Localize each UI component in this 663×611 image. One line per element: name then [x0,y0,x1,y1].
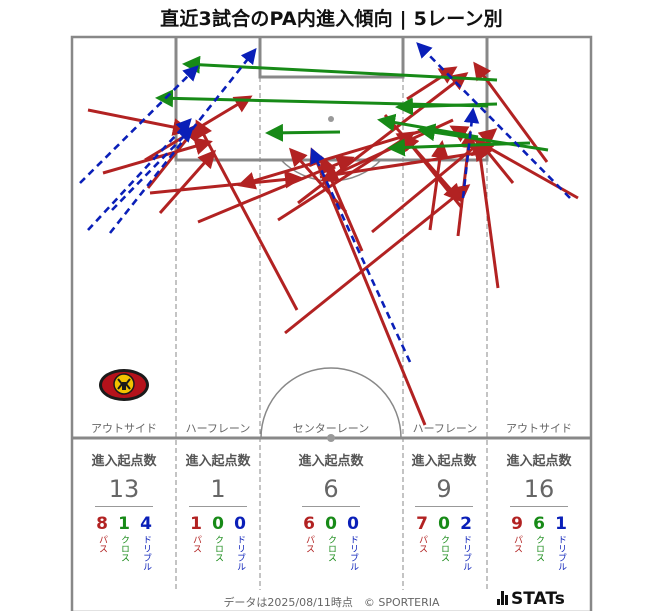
pass-count: 1 [190,514,202,534]
pass-count: 7 [416,514,428,534]
stats-total: 16 [510,475,568,507]
lane-label-center: センターレーン [293,422,369,435]
dribble-arrow [416,42,571,199]
cross-count: 0 [212,514,224,534]
pass-label: パス [512,535,522,553]
stats-logo-icon [497,591,508,605]
lane-stats-halfspace-left: 進入起点数 1 1 パス 0 クロス 0 ドリブル [178,450,258,571]
lane-label-halfspace-left: ハーフレーン [186,422,251,435]
pass-arrow [383,114,462,203]
pass-arrow [149,170,303,195]
dribble-count: 4 [140,514,152,534]
dribble-count: 2 [460,514,472,534]
dribble-label: ドリブル [461,535,471,571]
pass-label: パス [191,535,201,553]
brand-logo: STATs [497,589,565,609]
lane-stats-outside-left: 進入起点数 13 8 パス 1 クロス 4 ドリブル [84,450,164,571]
dribble-label: ドリブル [141,535,151,571]
pass-arrow [87,108,191,136]
dribble-count: 0 [347,514,359,534]
cross-label: クロス [439,535,449,562]
stats-total: 9 [415,475,473,507]
dribble-arrow [310,147,412,363]
pass-arrow [289,147,348,213]
stats-header: 進入起点数 [298,454,364,469]
pass-label: パス [97,535,107,553]
arrow-layer [79,42,579,426]
cross-count: 0 [438,514,450,534]
dribble-arrow [87,118,192,231]
pass-arrow [309,147,427,426]
lane-stats-center: 進入起点数 6 6 パス 0 クロス 0 ドリブル [291,450,371,571]
stats-total: 6 [302,475,360,507]
pass-arrow [406,66,458,101]
dribble-count: 0 [234,514,246,534]
pass-arrow [158,149,216,214]
cross-count: 6 [533,514,545,534]
pass-arrow [277,131,416,222]
cross-arrow [377,113,479,139]
center-spot [327,434,335,442]
penalty-spot [328,116,334,122]
stats-header: 進入起点数 [91,454,157,469]
pass-arrow [428,140,449,231]
goal-area [258,37,405,79]
dribble-arrow [461,107,480,199]
cross-count: 1 [118,514,130,534]
dribble-arrow [79,65,199,184]
center-circle [260,367,402,439]
dribble-label: ドリブル [556,535,566,571]
pass-count: 9 [511,514,523,534]
stats-header: 進入起点数 [185,454,251,469]
lane-label-outside-right: アウトサイド [506,422,572,435]
cross-count: 0 [325,514,337,534]
lane-stats-halfspace-right: 進入起点数 9 7 パス 0 クロス 2 ドリブル [404,450,484,571]
dribble-arrow [108,47,257,234]
cross-label: クロス [534,535,544,562]
stats-header: 進入起点数 [506,454,572,469]
dribble-label: ドリブル [348,535,358,571]
pass-arrow [284,184,471,335]
footer-note: データは2025/08/11時点 © SPORTERIA [223,596,440,609]
pass-label: パス [304,535,314,553]
stats-total: 1 [189,475,247,507]
dribble-label: ドリブル [235,535,245,571]
cross-label: クロス [119,535,129,562]
lane-label-halfspace-right: ハーフレーン [413,422,478,435]
pass-label: パス [417,535,427,553]
dribble-count: 1 [555,514,567,534]
pass-count: 8 [96,514,108,534]
cross-label: クロス [213,535,223,562]
cross-arrow [395,97,498,116]
cross-arrow [182,55,498,82]
pitch-boundary [70,35,593,611]
cross-arrow [417,123,549,152]
lane-label-outside-left: アウトサイド [91,422,157,435]
cross-arrow [265,123,341,142]
pass-arrow [195,119,299,311]
cross-label: クロス [326,535,336,562]
stats-total: 13 [95,475,153,507]
pass-count: 6 [303,514,315,534]
brand-text: STATs [511,589,565,609]
chart-title: 直近3試合のPA内進入傾向 | 5レーン別 [160,8,503,30]
club-crest-icon [98,362,150,408]
pass-arrow [471,137,500,289]
lane-stats-outside-right: 進入起点数 16 9 パス 6 クロス 1 ドリブル [499,450,579,571]
pass-arrow [319,144,493,179]
stats-header: 進入起点数 [411,454,477,469]
pass-arrow [144,95,253,162]
pass-arrow [476,137,515,184]
